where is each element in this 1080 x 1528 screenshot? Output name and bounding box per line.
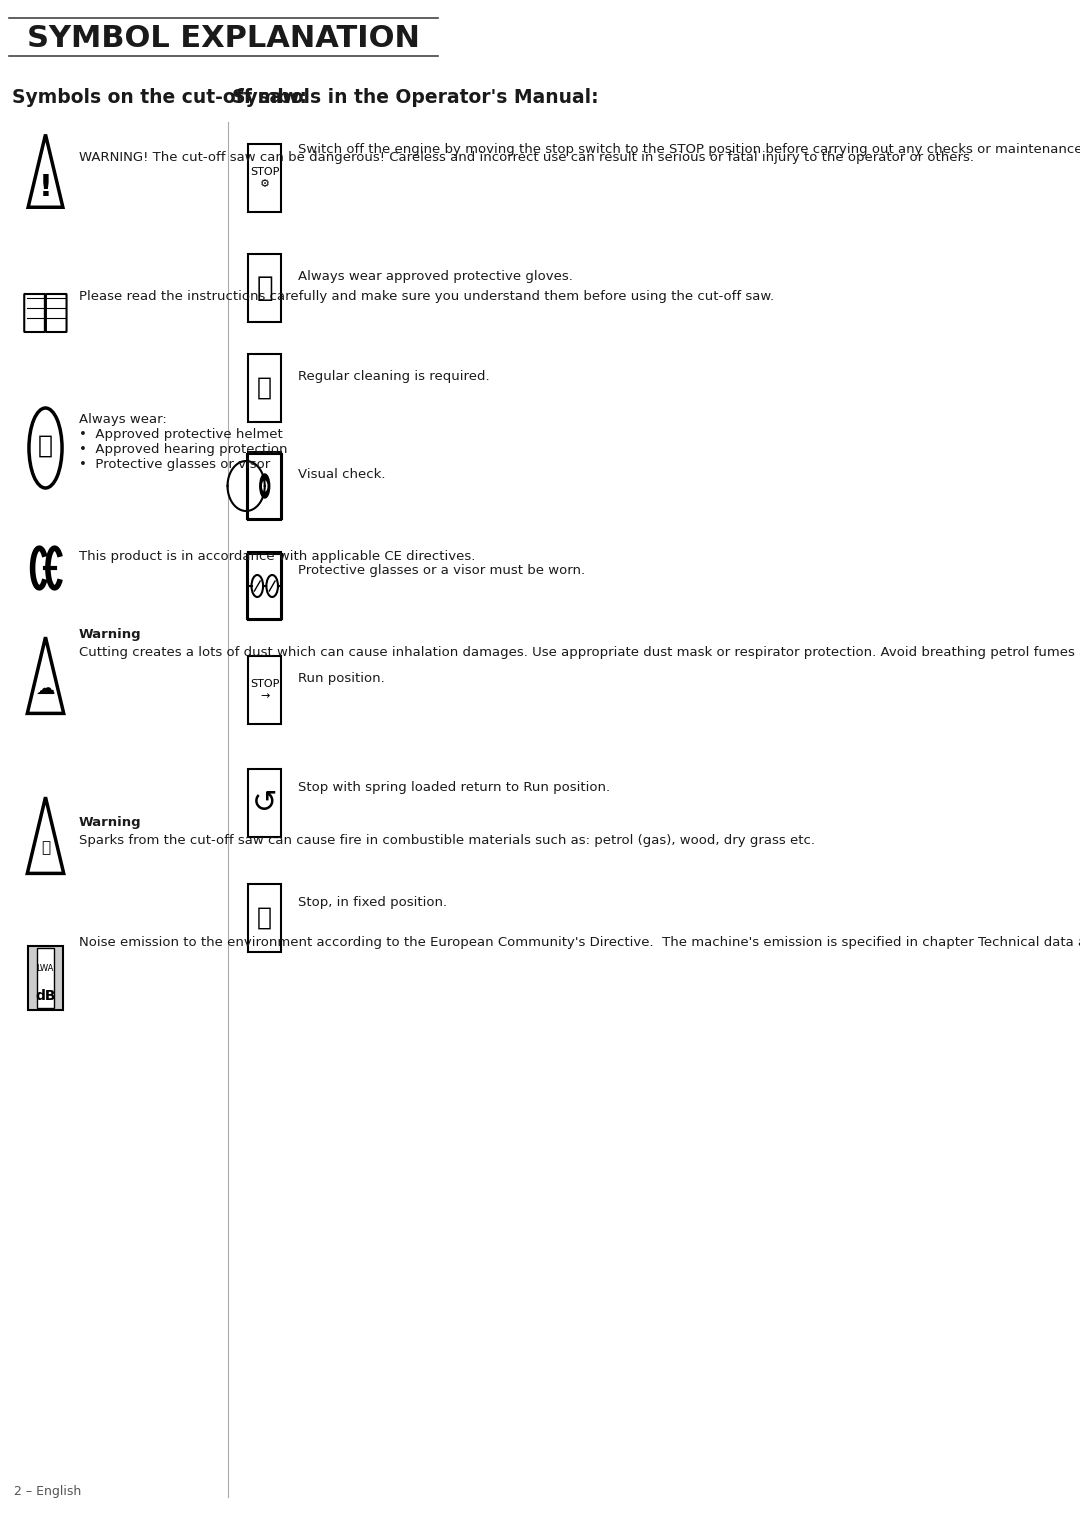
Text: 🧤: 🧤 [256,274,273,303]
Text: Please read the instructions carefully and make sure you understand them before : Please read the instructions carefully a… [79,290,773,303]
Bar [248,354,281,422]
Text: Always wear:
•  Approved protective helmet
•  Approved hearing protection
•  Pro: Always wear: • Approved protective helme… [79,413,287,471]
Text: !: ! [39,173,53,202]
Circle shape [260,474,270,498]
Text: Sparks from the cut-off saw can cause fire in combustible materials such as: pet: Sparks from the cut-off saw can cause fi… [79,834,814,847]
Bar [248,656,281,724]
Text: Symbols on the cut-off saw:: Symbols on the cut-off saw: [12,89,308,107]
Bar [248,885,281,952]
Text: Visual check.: Visual check. [298,468,386,481]
Text: WARNING! The cut-off saw can be dangerous! Careless and incorrect use can result: WARNING! The cut-off saw can be dangerou… [79,151,973,163]
Bar [37,947,54,1008]
Text: STOP
→: STOP → [251,680,280,701]
Text: Symbols in the Operator's Manual:: Symbols in the Operator's Manual: [231,89,598,107]
Bar [248,144,281,212]
Text: 🧹: 🧹 [257,376,272,400]
Text: STOP
⚙: STOP ⚙ [251,167,280,189]
Text: Warning: Warning [79,816,141,843]
Text: 🔥: 🔥 [41,840,50,856]
Bar [248,552,281,620]
Text: Stop with spring loaded return to Run position.: Stop with spring loaded return to Run po… [298,781,610,795]
Bar [28,946,63,1010]
Text: 🥽: 🥽 [38,434,53,458]
Text: Noise emission to the environment according to the European Community's Directiv: Noise emission to the environment accord… [79,937,1080,949]
Bar [248,769,281,837]
Text: ☁: ☁ [36,678,55,697]
Text: 2 – English: 2 – English [14,1485,82,1497]
Bar [248,254,281,322]
Text: Warning: Warning [79,628,141,656]
Text: dB: dB [36,989,56,1002]
Text: Stop, in fixed position.: Stop, in fixed position. [298,895,447,909]
Bar [247,553,282,619]
Text: Regular cleaning is required.: Regular cleaning is required. [298,370,489,384]
Text: ⬛: ⬛ [257,906,272,931]
Text: LWA: LWA [36,964,53,972]
Text: SYMBOL EXPLANATION: SYMBOL EXPLANATION [27,23,420,52]
Bar [248,452,281,520]
Text: Protective glasses or a visor must be worn.: Protective glasses or a visor must be wo… [298,564,585,578]
Text: Run position.: Run position. [298,672,384,685]
Circle shape [262,481,267,490]
Text: Always wear approved protective gloves.: Always wear approved protective gloves. [298,270,572,283]
Text: Cutting creates a lots of dust which can cause inhalation damages. Use appropria: Cutting creates a lots of dust which can… [79,646,1080,659]
Text: This product is in accordance with applicable CE directives.: This product is in accordance with appli… [79,550,475,562]
Text: Switch off the engine by moving the stop switch to the STOP position before carr: Switch off the engine by moving the stop… [298,144,1080,156]
Text: ↺: ↺ [252,788,278,817]
Bar [247,454,282,518]
